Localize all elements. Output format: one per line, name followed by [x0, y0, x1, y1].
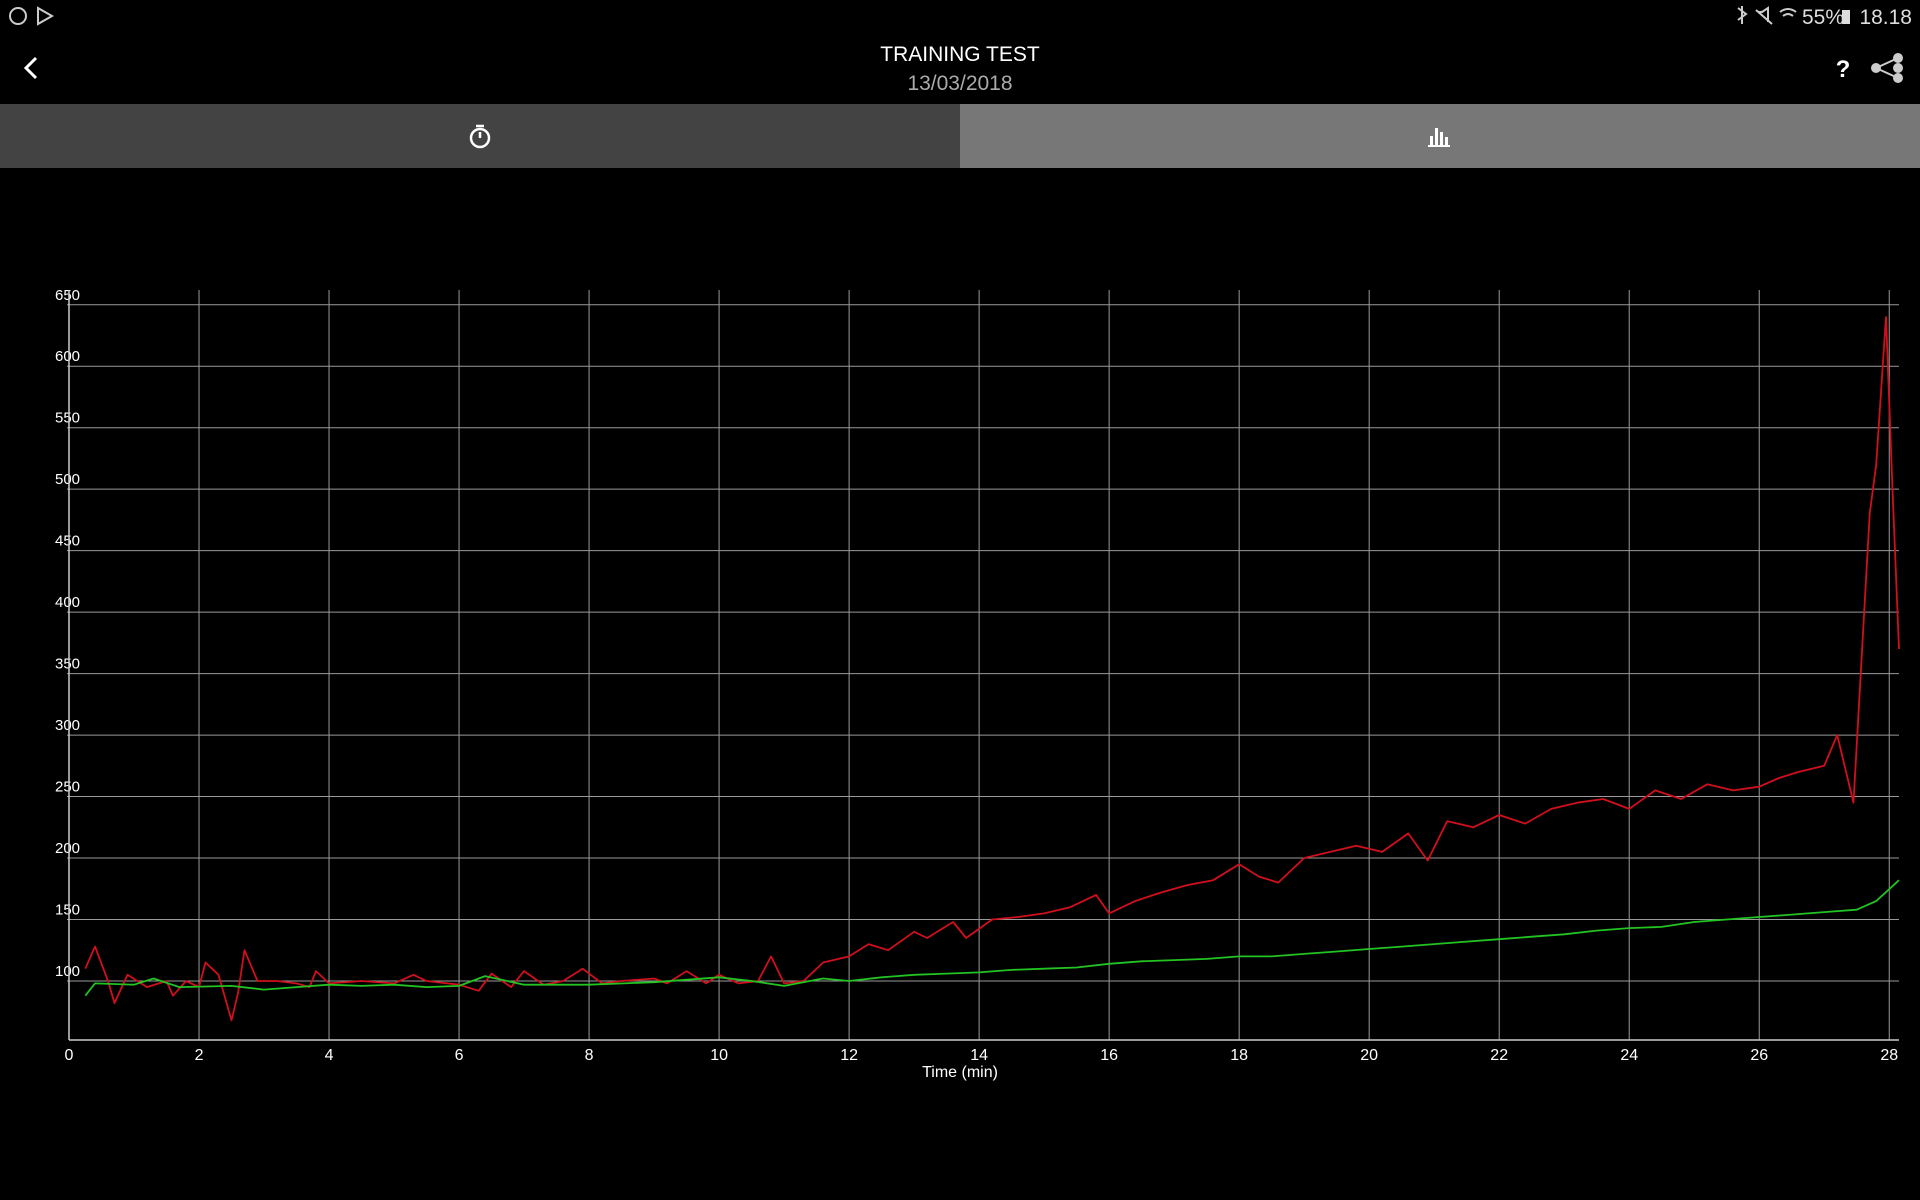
data-line	[84, 316, 1900, 1022]
y-tick-label: 300	[55, 717, 80, 734]
chart-icon	[1428, 128, 1450, 147]
back-button[interactable]	[23, 56, 38, 80]
share-button[interactable]	[1871, 53, 1903, 83]
x-tick-label: 8	[585, 1047, 594, 1064]
y-tick-label: 100	[55, 963, 80, 980]
x-tick-label: 14	[970, 1047, 988, 1064]
x-tick-label: 28	[1880, 1047, 1898, 1064]
x-axis-label: Time (min)	[922, 1064, 998, 1081]
x-tick-label: 2	[195, 1047, 204, 1064]
x-tick-label: 22	[1490, 1047, 1508, 1064]
y-tick-label: 550	[55, 410, 80, 427]
y-tick-label: 500	[55, 471, 80, 488]
status-time: 18.18	[1859, 6, 1912, 29]
mute-icon	[1755, 6, 1773, 25]
x-tick-label: 18	[1230, 1047, 1248, 1064]
timer-icon	[469, 124, 491, 149]
x-tick-label: 12	[840, 1047, 858, 1064]
x-tick-label: 6	[455, 1047, 464, 1064]
x-tick-label: 16	[1100, 1047, 1118, 1064]
y-tick-label: 350	[55, 656, 80, 673]
x-tick-label: 0	[65, 1047, 74, 1064]
x-tick-label: 10	[710, 1047, 728, 1064]
bluetooth-icon	[1737, 6, 1748, 24]
y-tick-label: 250	[55, 779, 80, 796]
y-tick-label: 650	[55, 287, 80, 304]
x-tick-label: 4	[325, 1047, 334, 1064]
x-tick-label: 20	[1360, 1047, 1378, 1064]
y-tick-label: 150	[55, 902, 80, 919]
title: TRAINING TEST	[880, 43, 1040, 66]
status-icon	[37, 6, 55, 26]
x-tick-label: 24	[1620, 1047, 1638, 1064]
status-icon	[9, 7, 27, 25]
y-tick-label: 200	[55, 840, 80, 857]
help-button[interactable]: ?	[1836, 56, 1851, 83]
y-tick-label: 600	[55, 348, 80, 365]
wifi-icon	[1779, 8, 1797, 17]
battery-percent: 55%	[1802, 6, 1844, 29]
y-tick-label: 400	[55, 594, 80, 611]
y-tick-label: 450	[55, 533, 80, 550]
date: 13/03/2018	[907, 72, 1012, 95]
x-tick-label: 26	[1750, 1047, 1768, 1064]
battery-icon	[1842, 10, 1850, 24]
data-line	[84, 879, 1900, 997]
